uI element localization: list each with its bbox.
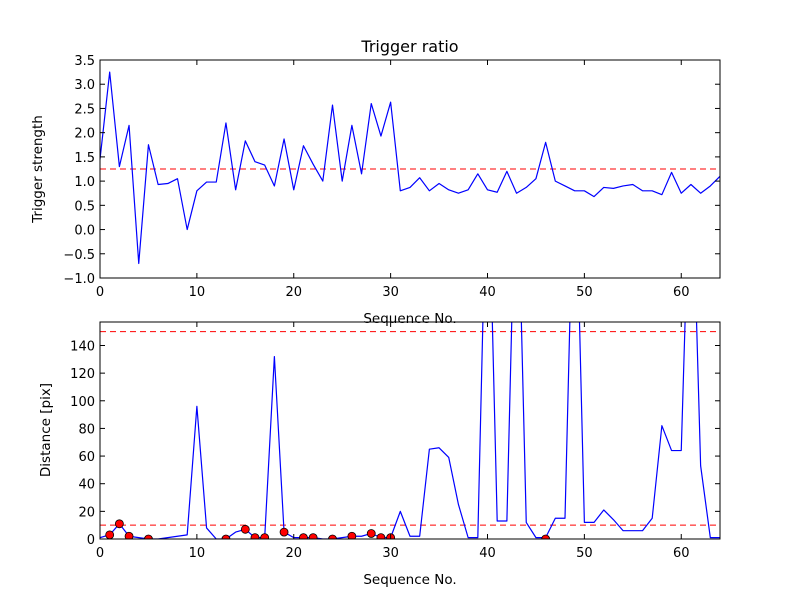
- data-point: [114, 519, 124, 529]
- chart-title: Trigger ratio: [360, 37, 458, 56]
- data-point: [328, 534, 337, 539]
- y-tick-label: 20: [78, 505, 95, 520]
- y-tick-label: −0.5: [63, 248, 95, 263]
- y-tick-label: 0: [87, 533, 95, 548]
- x-tick-label: 60: [673, 546, 690, 561]
- y-tick-label: 2.0: [74, 127, 95, 142]
- y-tick-label: 60: [78, 450, 95, 465]
- y-tick-label: 3.0: [74, 78, 95, 93]
- y-tick-label: −1.0: [63, 272, 95, 287]
- x-tick-label: 40: [479, 546, 496, 561]
- data-point: [124, 531, 134, 539]
- x-tick-label: 20: [285, 285, 302, 300]
- axes-frame: [99, 321, 721, 540]
- plot-area: [100, 322, 720, 539]
- data-point: [299, 533, 308, 539]
- y-tick-label: 2.5: [74, 102, 95, 117]
- data-point: [279, 527, 289, 537]
- data-point: [250, 533, 260, 539]
- x-tick-label: 20: [285, 546, 302, 561]
- x-axis-label: Sequence No.: [363, 311, 456, 327]
- data-point: [260, 533, 270, 539]
- x-axis-label: Sequence No.: [363, 572, 456, 588]
- x-tick-label: 0: [96, 546, 104, 561]
- data-point: [240, 524, 250, 534]
- series-line: [100, 322, 720, 539]
- y-tick-label: 1.0: [74, 175, 95, 190]
- y-tick-label: 80: [78, 422, 95, 437]
- y-tick-label: 1.5: [74, 151, 95, 166]
- data-point: [376, 533, 386, 539]
- axes-frame: [99, 59, 721, 279]
- x-tick-label: 30: [382, 285, 399, 300]
- data-point: [347, 531, 357, 539]
- series-line: [100, 71, 720, 265]
- x-tick-label: 0: [96, 285, 104, 300]
- x-tick-label: 40: [479, 285, 496, 300]
- data-point: [144, 534, 153, 539]
- y-tick-label: 0.5: [74, 199, 95, 214]
- y-tick-label: 3.5: [74, 54, 95, 69]
- x-tick-label: 10: [189, 285, 206, 300]
- axis-ticks: 0 10 20 30 40 50 60 0 20 40 60 80 100 120 140: [70, 322, 720, 561]
- y-tick-label: 0.0: [74, 224, 95, 239]
- data-point: [366, 529, 376, 538]
- data-point: [308, 533, 318, 539]
- y-tick-label: 100: [70, 395, 95, 410]
- trigger-ratio-chart: Trigger ratio 0 10 20 30 40 50 60 −1.0 −0.5 0.0 0.…: [30, 37, 721, 327]
- plot-area: [100, 71, 720, 265]
- distance-chart: 0 10 20 30 40 50 60 0 20 40 60 80 100 120 140 Sequence…: [38, 321, 721, 588]
- y-axis-label: Trigger strength: [30, 115, 46, 224]
- y-tick-label: 40: [78, 478, 95, 493]
- data-point: [221, 534, 231, 539]
- data-point: [105, 530, 115, 539]
- axis-ticks: 0 10 20 30 40 50 60 −1.0 −0.5 0.0 0.5 1.0 1.5 2.0 2.5 3…: [63, 54, 720, 300]
- x-tick-label: 50: [576, 546, 593, 561]
- x-tick-label: 50: [576, 285, 593, 300]
- y-tick-label: 120: [70, 367, 95, 382]
- x-tick-label: 60: [673, 285, 690, 300]
- data-point: [541, 534, 551, 539]
- x-tick-label: 30: [382, 546, 399, 561]
- y-axis-label: Distance [pix]: [38, 383, 54, 477]
- y-tick-label: 140: [70, 339, 95, 354]
- x-tick-label: 10: [189, 546, 206, 561]
